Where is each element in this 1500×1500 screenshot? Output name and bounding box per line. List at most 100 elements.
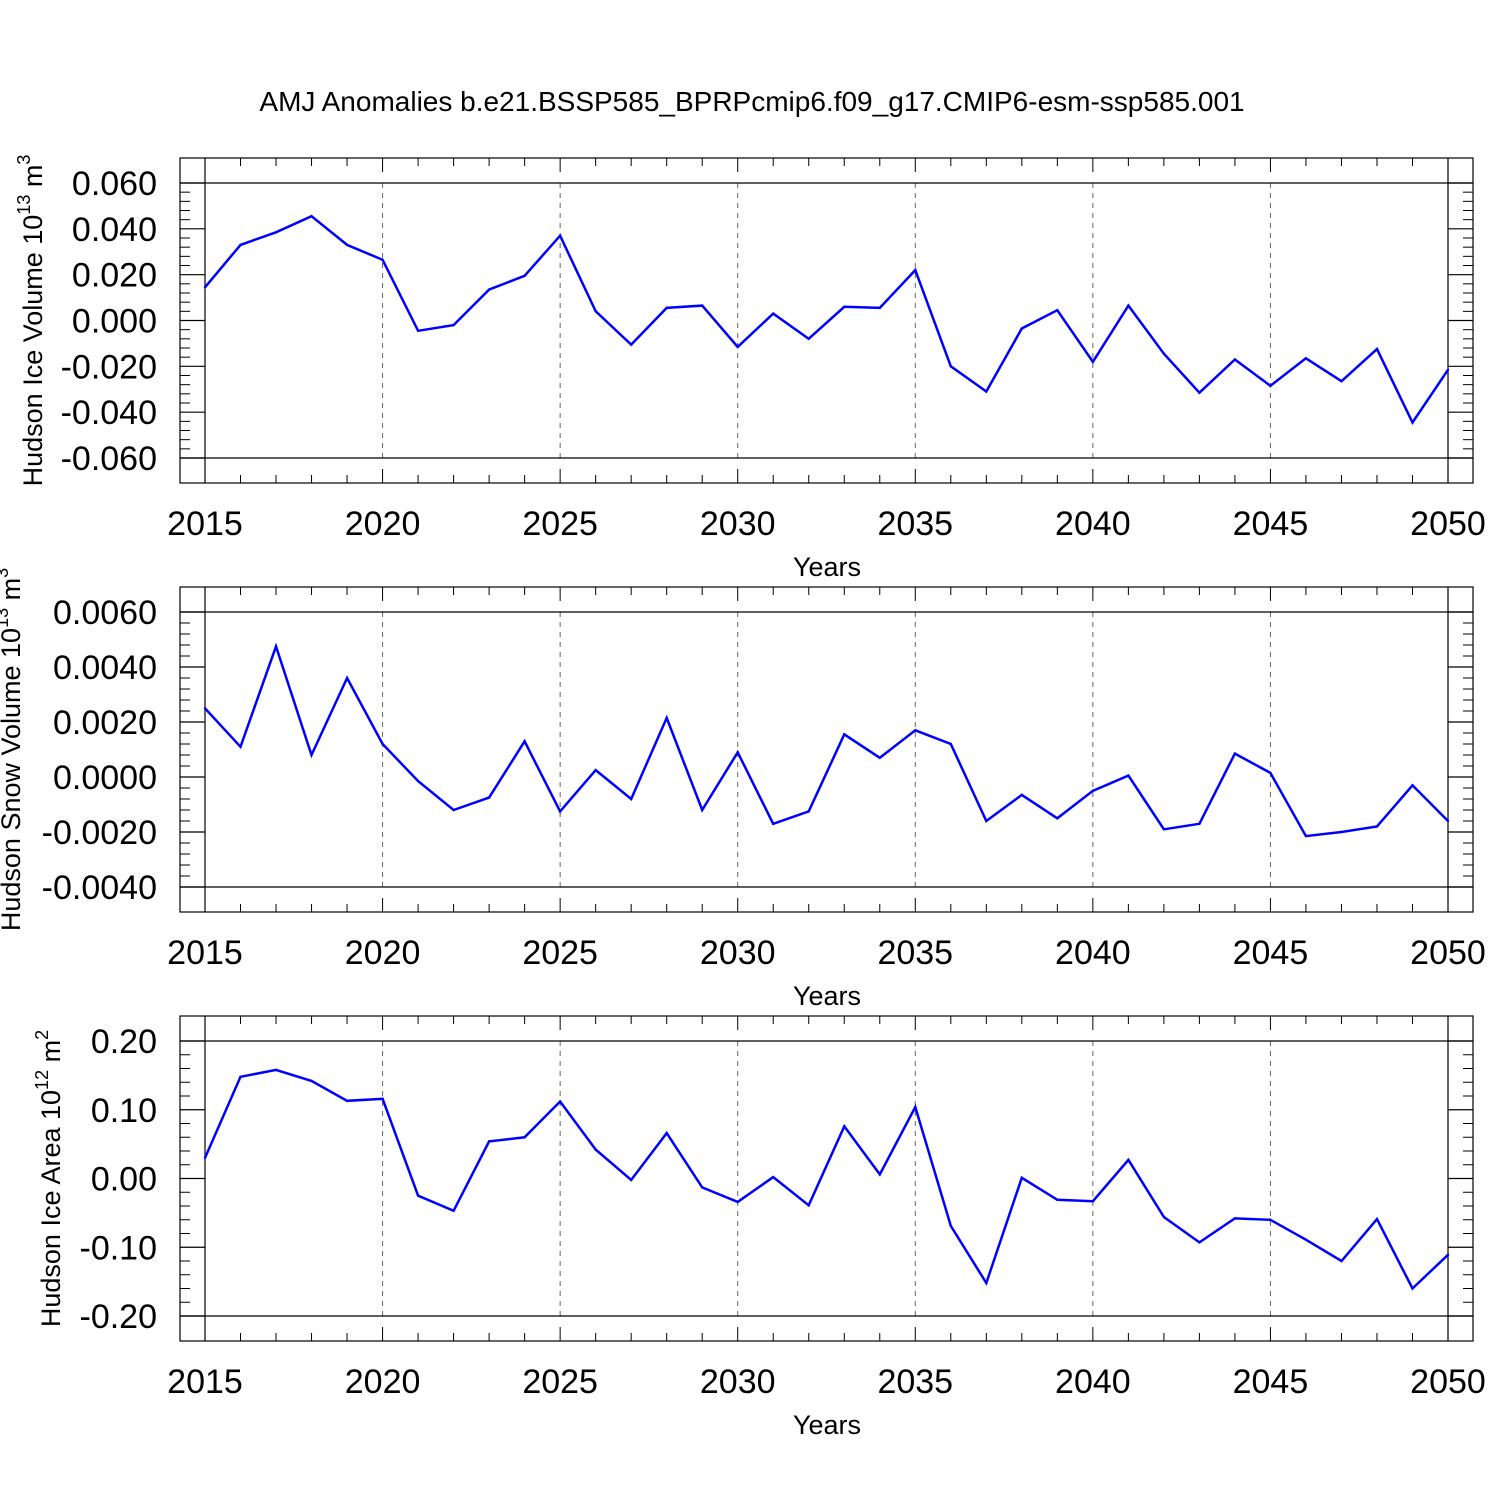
y-tick-label: 0.20 [91, 1023, 157, 1061]
y-tick-label: 0.060 [72, 165, 157, 203]
data-point [558, 1100, 562, 1103]
data-point [594, 768, 597, 772]
y-tick-label: 0.000 [72, 303, 157, 341]
y-tick-label: 0.0060 [53, 594, 157, 632]
data-point [523, 740, 526, 743]
data-point [843, 305, 846, 308]
data-point [1091, 789, 1095, 792]
data-point [310, 215, 313, 218]
x-tick-label: 2020 [345, 505, 421, 543]
data-point [665, 1131, 668, 1135]
y-tick-label: 0.0000 [53, 759, 157, 797]
data-point [807, 1204, 810, 1207]
data-point [914, 729, 917, 732]
y-axis-title: Hudson Ice Volume 1013 m3 [14, 155, 48, 487]
x-axis-title: Years [793, 1410, 861, 1440]
chart-panel-1: -0.060 -0.040 -0.020 0.000 0.020 0.040 0.060 20… [14, 155, 1486, 582]
data-point [416, 779, 420, 783]
data-point [878, 306, 881, 310]
series-line [203, 1068, 1449, 1291]
data-point [381, 742, 384, 746]
data-point [1269, 1218, 1272, 1221]
data-point [878, 756, 881, 759]
x-tick-label: 2030 [700, 505, 776, 543]
data-point [1446, 368, 1450, 371]
data-point [1411, 1287, 1414, 1290]
data-point [701, 304, 704, 307]
data-point [345, 676, 349, 680]
x-tick-label: 2040 [1055, 934, 1131, 972]
data-point [736, 1200, 739, 1204]
x-tick-label: 2030 [700, 1363, 776, 1401]
data-point [1446, 1253, 1450, 1257]
data-point [878, 1173, 881, 1176]
y-tick-label: 0.00 [91, 1161, 157, 1199]
y-tick-label: -0.0040 [42, 869, 157, 907]
data-point [1304, 834, 1308, 838]
data-point [629, 797, 633, 801]
data-point [310, 1079, 313, 1083]
data-point [594, 310, 597, 313]
data-point [1056, 1198, 1059, 1202]
data-point [452, 323, 455, 327]
data-point [523, 274, 526, 278]
data-point [772, 822, 775, 825]
data-point [665, 306, 668, 310]
data-point [772, 312, 775, 315]
data-point [594, 1148, 597, 1151]
chart-panel-2: -0.0040 -0.0020 0.0000 0.0020 0.0040 0.0060 20… [0, 568, 1486, 1011]
data-point [452, 1209, 455, 1213]
y-tick-label: 0.0020 [53, 704, 157, 742]
x-tick-label: 2035 [877, 1363, 953, 1401]
data-point [416, 1194, 420, 1197]
data-point [1375, 825, 1379, 828]
data-point [629, 343, 633, 346]
y-tick-label: 0.10 [91, 1092, 157, 1130]
x-tick-label: 2025 [522, 934, 598, 972]
data-point [1446, 819, 1450, 823]
data-point [736, 345, 739, 349]
x-tick-label: 2040 [1055, 505, 1131, 543]
x-tick-label: 2050 [1410, 505, 1486, 543]
y-tick-label: -0.10 [80, 1229, 158, 1267]
y-tick-label: 0.0040 [53, 649, 157, 687]
data-point [629, 1178, 633, 1182]
x-tick-label: 2040 [1055, 1363, 1131, 1401]
data-point [1127, 1158, 1130, 1162]
data-point [1340, 1259, 1343, 1263]
y-tick-label: -0.020 [61, 348, 157, 386]
x-tick-label: 2050 [1410, 934, 1486, 972]
data-point [701, 808, 704, 812]
x-tick-label: 2035 [877, 505, 953, 543]
data-point [843, 733, 846, 736]
data-point [665, 716, 668, 720]
data-point [1020, 1176, 1024, 1180]
data-point [1411, 421, 1414, 424]
data-point [949, 365, 952, 368]
data-point [1340, 830, 1343, 834]
data-point [310, 753, 313, 757]
data-point [1162, 828, 1166, 831]
data-point [1056, 308, 1059, 312]
data-point [1375, 347, 1379, 351]
x-tick-label: 2045 [1233, 505, 1309, 543]
data-point [239, 745, 242, 748]
data-point [1269, 384, 1272, 388]
y-axis-title: Hudson Snow Volume 1013 m3 [0, 568, 26, 931]
data-point [807, 337, 810, 341]
y-tick-label: -0.060 [61, 440, 157, 478]
data-point [914, 268, 917, 272]
y-axis-title: Hudson Ice Area 1012 m2 [32, 1030, 66, 1327]
data-point [558, 810, 562, 813]
data-point [416, 329, 420, 333]
data-point [736, 751, 739, 754]
x-axis-title: Years [793, 552, 861, 582]
data-point [1411, 784, 1414, 787]
data-point [772, 1175, 775, 1179]
data-point [381, 258, 384, 261]
data-point [1375, 1217, 1379, 1221]
data-point [345, 243, 349, 247]
x-tick-label: 2020 [345, 1363, 421, 1401]
data-point [1269, 771, 1272, 775]
data-point [1127, 774, 1130, 777]
